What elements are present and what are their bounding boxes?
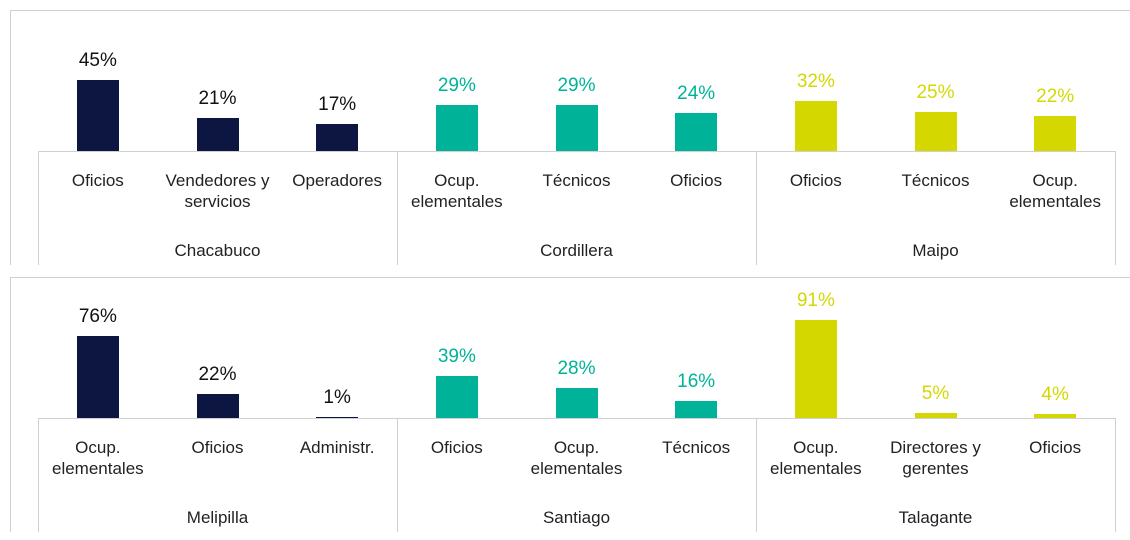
value-label: 1%: [323, 386, 351, 408]
category-label: Técnicos: [662, 438, 731, 457]
bar: [196, 394, 239, 418]
bar: [1034, 116, 1077, 151]
value-label: 76%: [78, 306, 117, 328]
value-label: 91%: [796, 290, 835, 311]
category-label: Ocup. elementales: [1009, 171, 1101, 211]
bar: [76, 336, 119, 418]
group-label: Santiago: [542, 508, 611, 527]
category-label: Oficios: [430, 438, 483, 457]
category-label: Técnicos: [901, 171, 970, 190]
bar: [794, 320, 837, 418]
value-label: 4%: [1041, 383, 1069, 405]
group-separator: [756, 418, 757, 532]
value-label: 25%: [916, 81, 955, 103]
bar: [914, 412, 957, 418]
group-separator: [397, 151, 398, 265]
group-separator: [38, 151, 39, 265]
category-label: Oficios: [1029, 438, 1082, 457]
category-label: Ocup. elementales: [769, 438, 862, 478]
value-label: 39%: [437, 346, 476, 367]
group-label: Talagante: [898, 508, 973, 527]
category-label: Oficios: [789, 171, 842, 190]
group-separator: [1115, 418, 1116, 532]
bar: [76, 80, 119, 151]
value-label: 17%: [318, 94, 357, 116]
bar: [435, 105, 478, 151]
bar: [914, 111, 957, 151]
bar: [196, 117, 239, 151]
value-label: 22%: [198, 364, 237, 386]
value-label: 5%: [921, 382, 950, 404]
value-label: 28%: [557, 357, 596, 379]
category-label: Oficios: [670, 171, 723, 190]
panel-top-line: [10, 277, 1130, 278]
bar: [1034, 413, 1077, 418]
group-separator: [756, 151, 757, 265]
group-separator: [38, 418, 39, 532]
category-label: Oficios: [71, 171, 124, 190]
value-label: 29%: [557, 75, 596, 97]
value-label: 32%: [796, 70, 835, 92]
group-label: Melipilla: [186, 508, 249, 527]
category-label: Operadores: [292, 171, 383, 190]
panel-top-line: [10, 10, 1130, 11]
panel-left-line: [10, 277, 11, 532]
group-separator: [1115, 151, 1116, 265]
axis-line: [38, 151, 1115, 152]
value-label: 22%: [1036, 86, 1075, 108]
value-label: 16%: [677, 370, 716, 392]
bar: [555, 387, 598, 418]
bar: [316, 416, 359, 418]
bar: [794, 100, 837, 151]
value-label: 21%: [198, 87, 237, 109]
category-label: Directores y gerentes: [890, 438, 981, 478]
bar: [675, 113, 718, 151]
bar: [316, 124, 359, 151]
category-label: Ocup. elementales: [51, 438, 144, 478]
category-label: Ocup. elementales: [530, 438, 623, 478]
value-label: 29%: [437, 75, 476, 97]
category-label: Ocup. elementales: [410, 171, 503, 211]
group-separator: [397, 418, 398, 532]
group-label: Maipo: [912, 241, 959, 260]
group-label: Chacabuco: [174, 241, 261, 260]
category-label: Administr.: [299, 438, 375, 457]
category-label: Oficios: [191, 438, 244, 457]
category-label: Técnicos: [542, 171, 611, 190]
value-label: 24%: [677, 83, 716, 105]
axis-line: [38, 418, 1115, 419]
category-label: Vendedores y servicios: [165, 171, 270, 211]
bar: [435, 376, 478, 418]
group-label: Cordillera: [540, 241, 613, 260]
bar: [555, 105, 598, 151]
panel-left-line: [10, 10, 11, 265]
value-label: 45%: [78, 50, 117, 71]
bar: [675, 400, 718, 418]
